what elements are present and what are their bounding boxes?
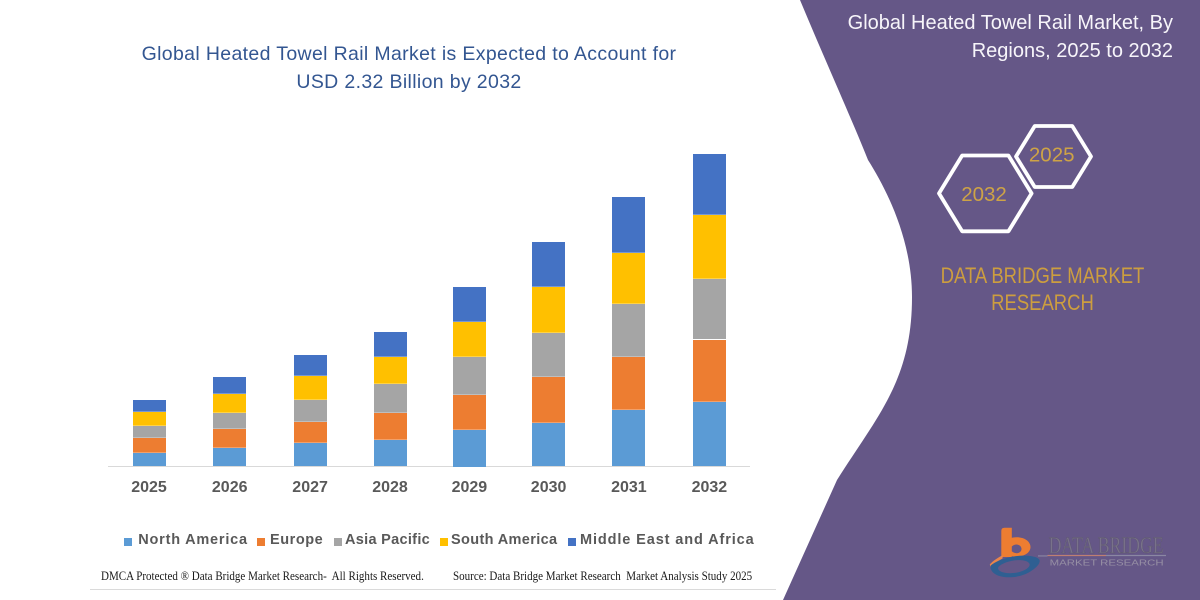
svg-text:2032: 2032 bbox=[961, 183, 1007, 206]
svg-text:MARKET RESEARCH: MARKET RESEARCH bbox=[1050, 558, 1164, 567]
svg-text:DATA BRIDGE: DATA BRIDGE bbox=[1049, 533, 1164, 558]
svg-text:2025: 2025 bbox=[1029, 144, 1075, 167]
